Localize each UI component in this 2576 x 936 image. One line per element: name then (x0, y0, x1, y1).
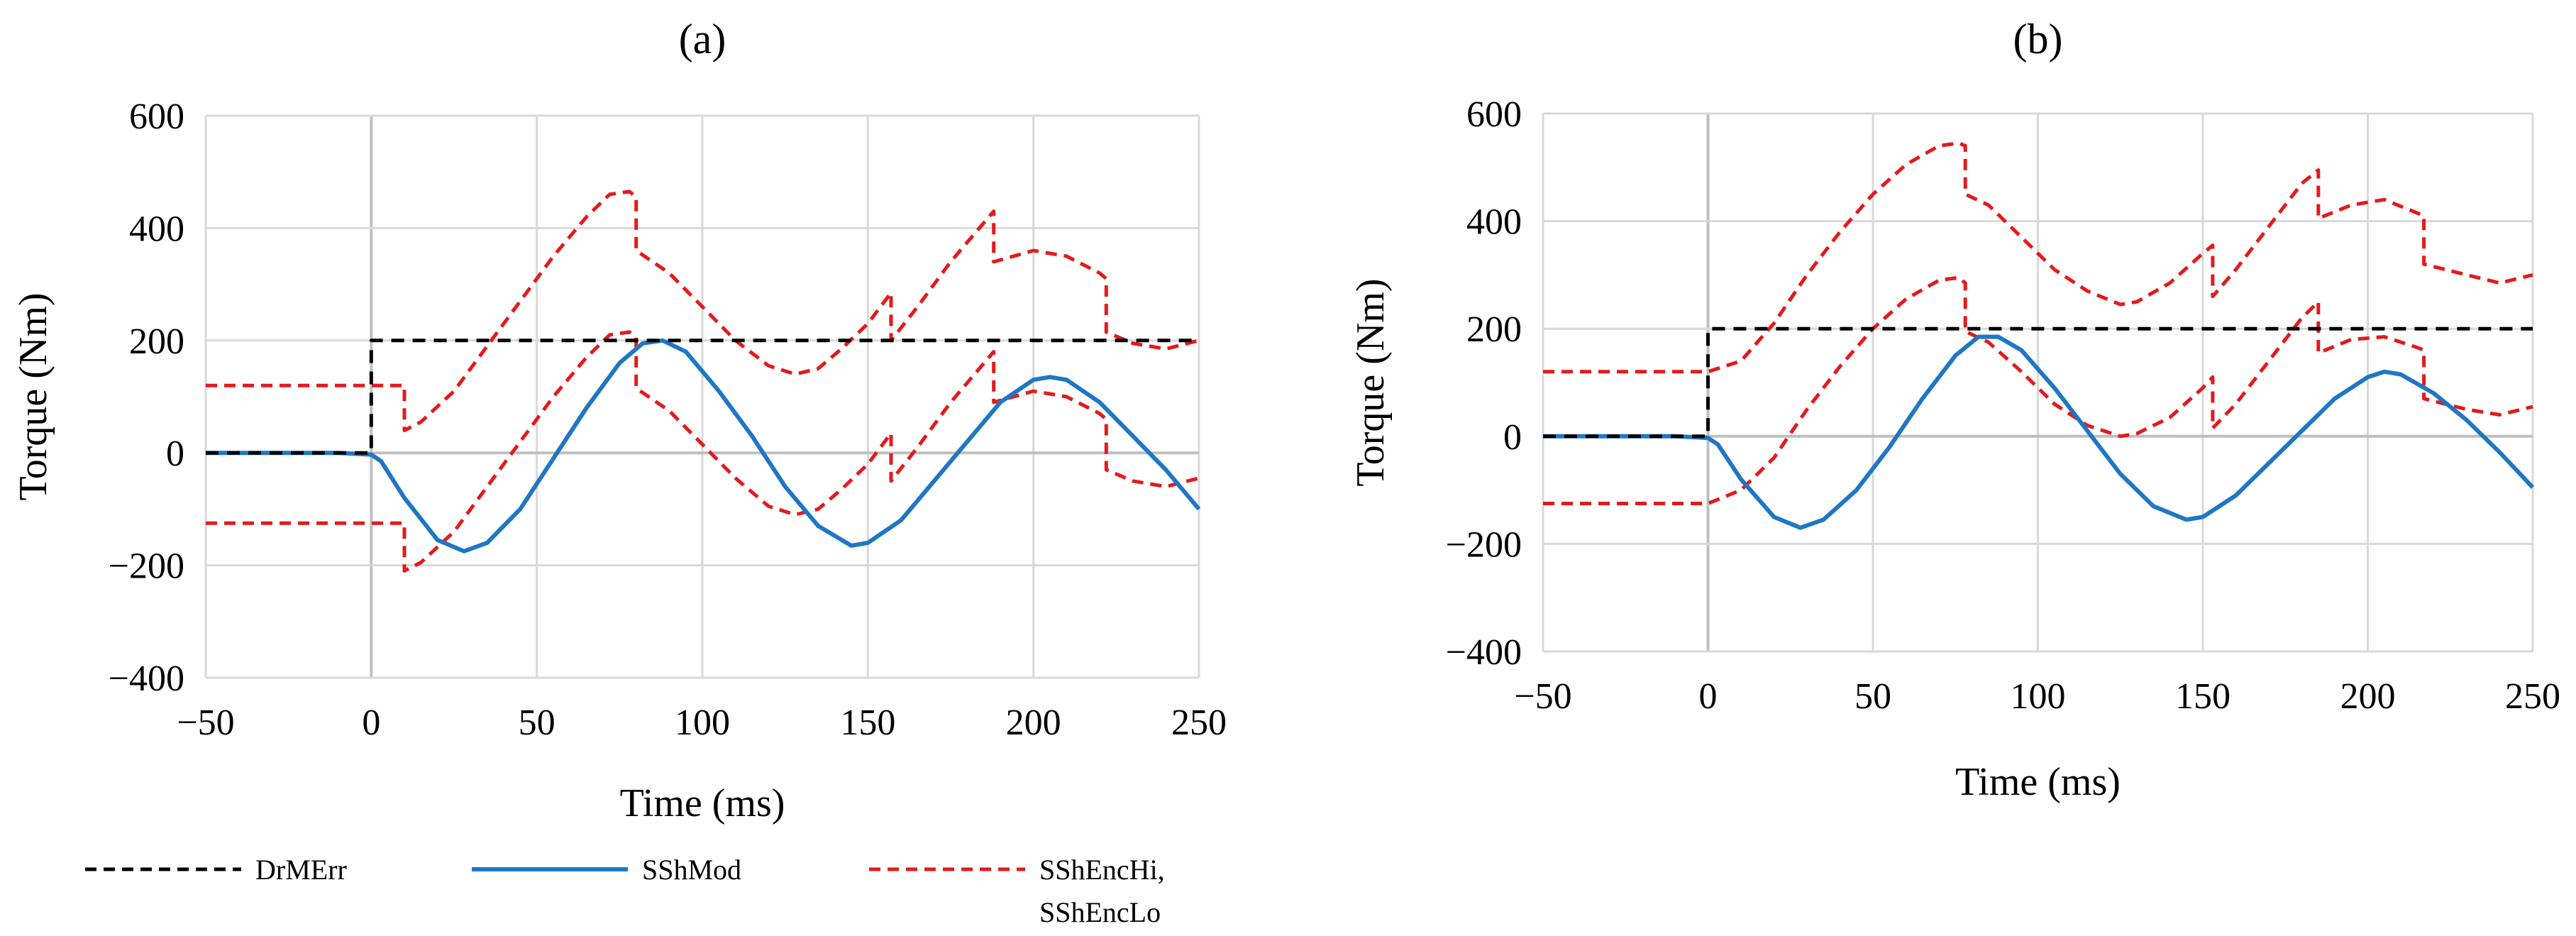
x-tick-label: 50 (519, 703, 555, 743)
y-tick-label: 200 (1466, 309, 1522, 350)
x-tick-label: 250 (2505, 676, 2560, 717)
y-tick-label: 0 (166, 434, 184, 474)
x-tick-label: −50 (177, 703, 234, 743)
x-tick-label: −50 (1514, 676, 1571, 717)
x-tick-label: 0 (1699, 676, 1718, 717)
y-tick-label: 600 (129, 97, 184, 137)
panel-b: −50 0 50 100 150 200 250 −400 −200 0 200 400 600 (b) T… (1349, 16, 2560, 804)
series-line-drmerr (206, 338, 1199, 455)
x-tick-label: 250 (1171, 703, 1227, 743)
y-axis-label: Torque (Nm) (11, 292, 55, 500)
y-tick-label: 400 (129, 209, 184, 249)
y-tick-label: 400 (1466, 202, 1522, 243)
x-axis-label: Time (ms) (1955, 760, 2121, 804)
panel-a: −50 0 50 100 150 200 250 −400 −200 0 200 400 600 (a) T… (11, 16, 1227, 825)
x-tick-label: 200 (2340, 676, 2396, 717)
x-tick-label: 100 (675, 703, 730, 743)
legend-label: DrMErr (255, 854, 347, 886)
y-tick-label: −200 (109, 546, 184, 587)
legend: DrMErr SShMod SShEncHi, SShEncLo (85, 854, 1165, 928)
x-tick-label: 150 (840, 703, 895, 743)
panel-title: (b) (2013, 16, 2063, 62)
legend-label: SShEncHi, (1039, 854, 1165, 886)
x-axis-label: Time (ms) (620, 781, 785, 825)
x-tick-label: 200 (1006, 703, 1061, 743)
series-line-drmerr (1543, 326, 2533, 439)
series-line-sshenchi (1543, 141, 2533, 374)
y-tick-label: 600 (1466, 94, 1522, 135)
y-axis-label: Torque (Nm) (1349, 278, 1393, 486)
y-tick-label: 0 (1503, 417, 1522, 458)
x-tick-label: 50 (1854, 676, 1891, 717)
series-line-sshenclo (1543, 275, 2533, 505)
series-line-sshmod (206, 338, 1201, 554)
y-tick-label: −200 (1446, 524, 1522, 565)
legend-label: SShMod (642, 854, 741, 886)
x-tick-label: 150 (2175, 676, 2230, 717)
y-tick-label: 200 (129, 321, 184, 362)
x-tick-label: 0 (362, 703, 380, 743)
y-tick-label: −400 (109, 659, 184, 699)
y-tick-label: −400 (1446, 632, 1522, 673)
panel-title: (a) (679, 16, 726, 62)
x-tick-label: 100 (2011, 676, 2066, 717)
legend-label-line2: SShEncLo (1039, 896, 1161, 928)
series-line-sshmod (1543, 334, 2535, 530)
